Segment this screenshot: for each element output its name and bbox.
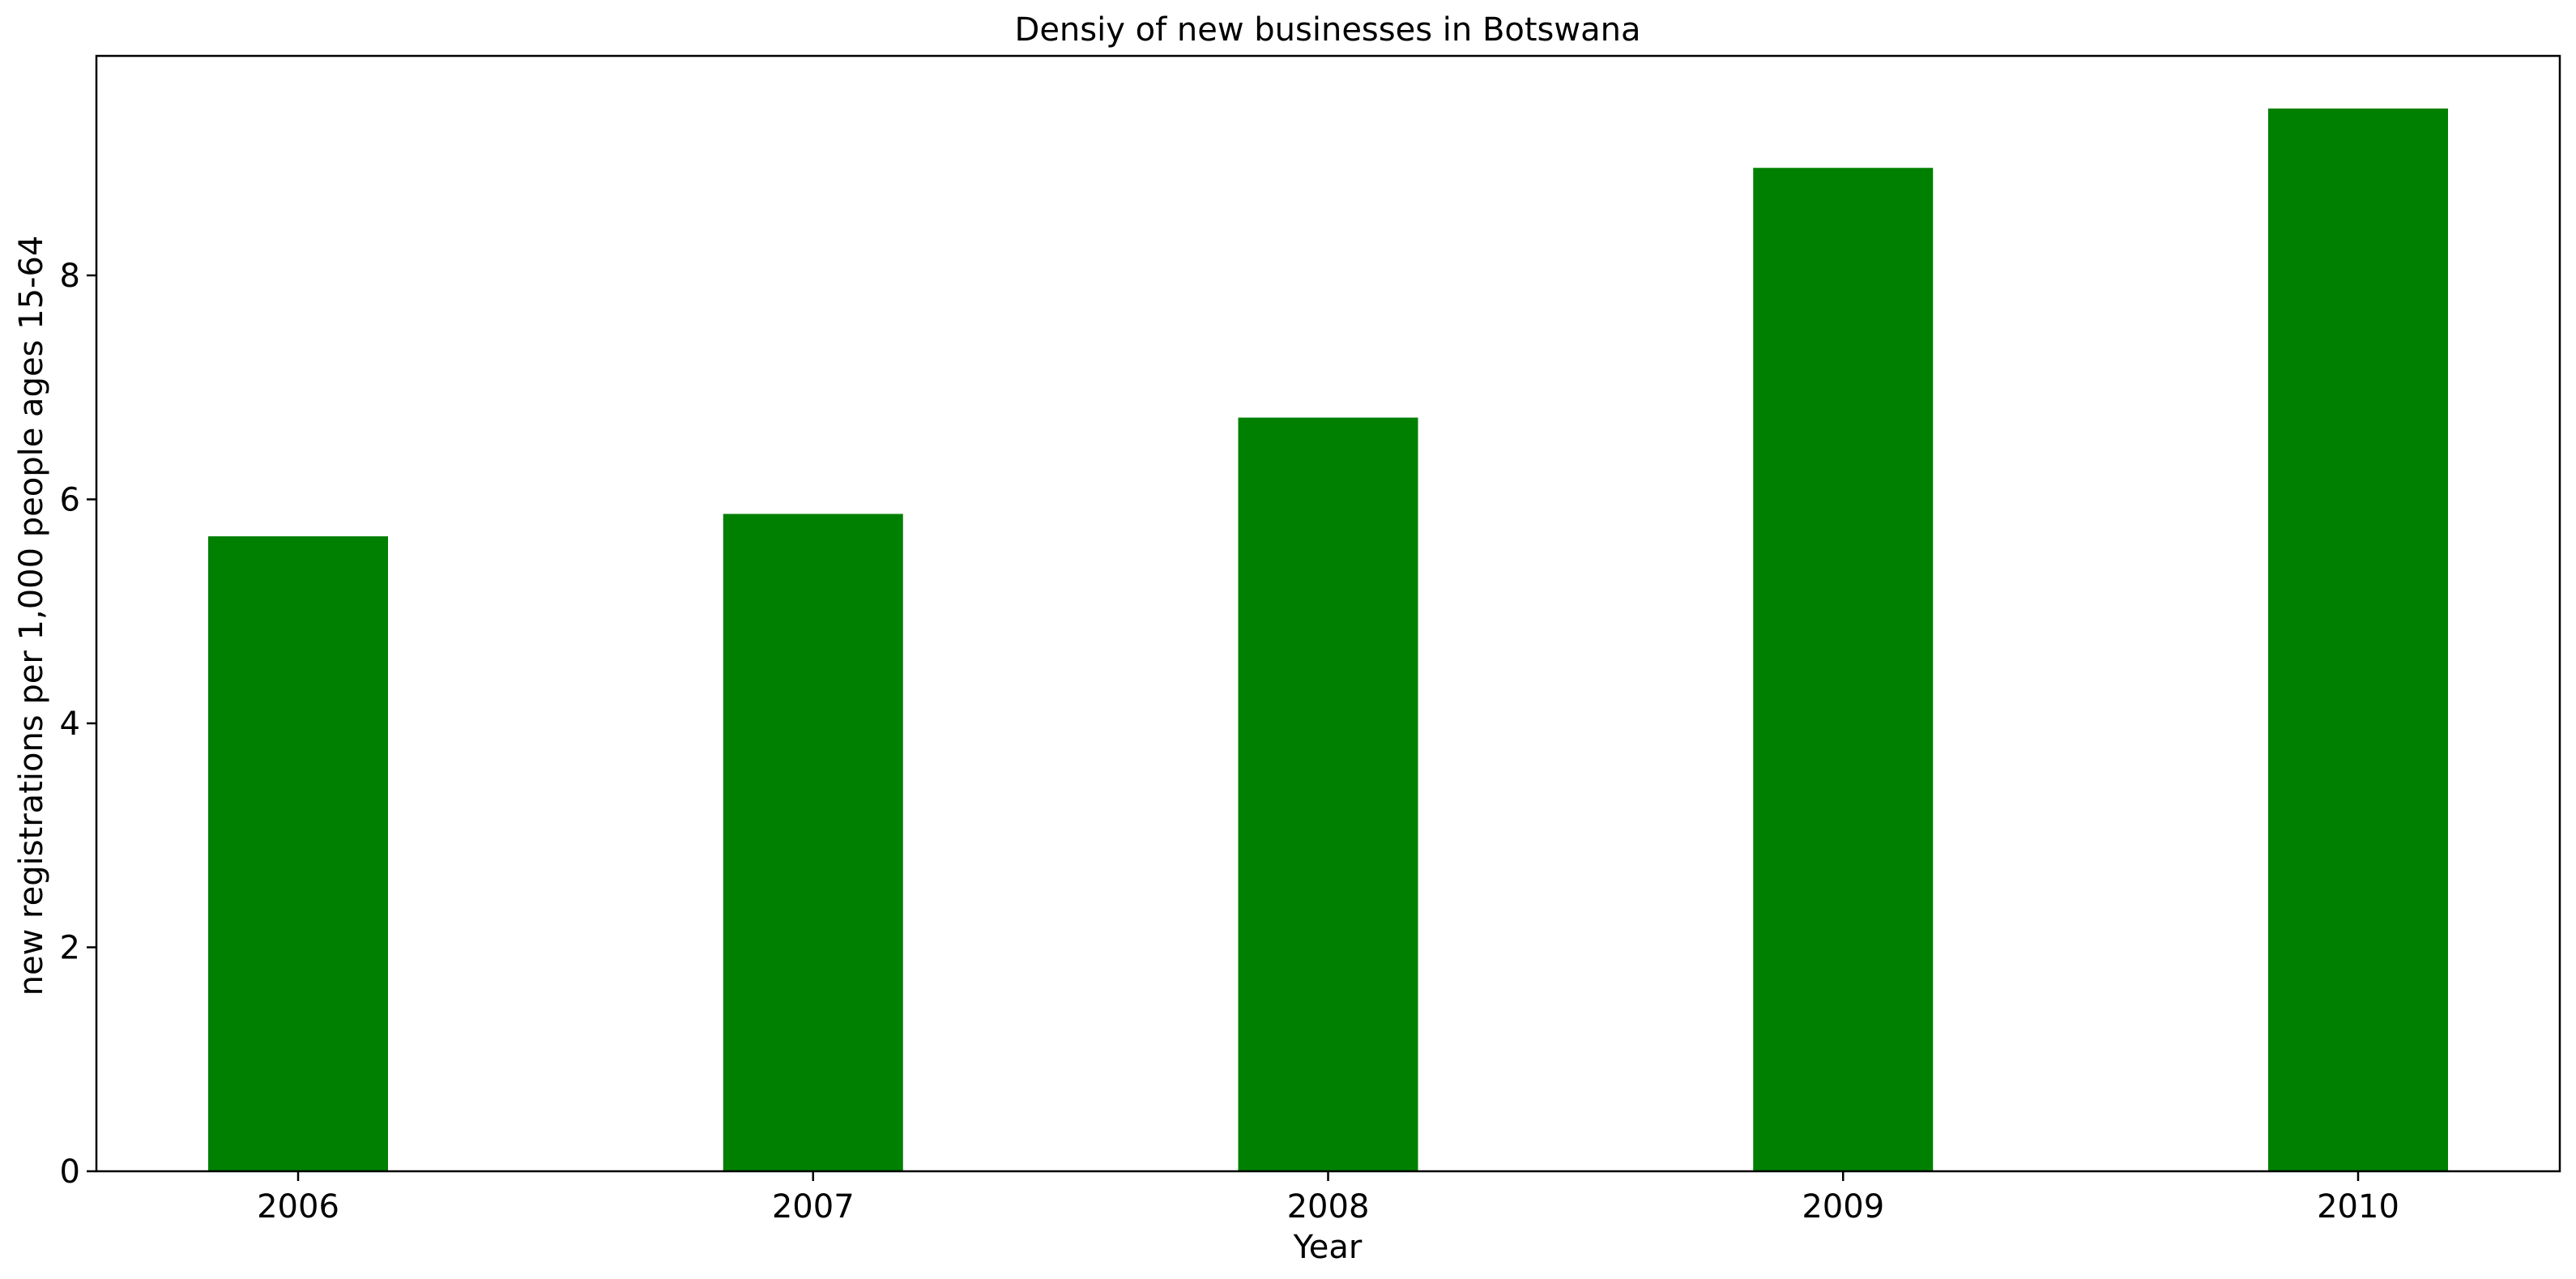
x-tick-label-2009: 2009 bbox=[1802, 1188, 1884, 1226]
y-tick-label-2: 2 bbox=[60, 929, 80, 966]
bars-layer bbox=[208, 108, 2448, 1172]
y-axis-label: new registrations per 1,000 people ages … bbox=[13, 236, 50, 996]
bar-2008 bbox=[1238, 417, 1418, 1171]
x-axis: 2006 2007 2008 2009 2010 bbox=[257, 1171, 2399, 1226]
y-tick-label-8: 8 bbox=[60, 258, 80, 295]
bar-2007 bbox=[723, 514, 903, 1171]
y-axis: 0 2 4 6 8 bbox=[60, 258, 96, 1191]
y-tick-label-6: 6 bbox=[60, 481, 80, 518]
y-tick-label-0: 0 bbox=[60, 1153, 80, 1191]
x-tick-label-2006: 2006 bbox=[257, 1188, 339, 1226]
chart-title: Densiy of new businesses in Botswana bbox=[1015, 11, 1641, 49]
y-tick-label-4: 4 bbox=[60, 706, 80, 743]
bar-2006 bbox=[208, 536, 388, 1171]
x-tick-label-2007: 2007 bbox=[772, 1188, 855, 1226]
x-axis-label: Year bbox=[1293, 1229, 1363, 1266]
plot-frame bbox=[95, 54, 2561, 1173]
x-tick-label-2010: 2010 bbox=[2317, 1188, 2399, 1226]
bar-2009 bbox=[1753, 168, 1934, 1171]
x-tick-label-2008: 2008 bbox=[1287, 1188, 1370, 1226]
bar-2010 bbox=[2268, 108, 2448, 1172]
